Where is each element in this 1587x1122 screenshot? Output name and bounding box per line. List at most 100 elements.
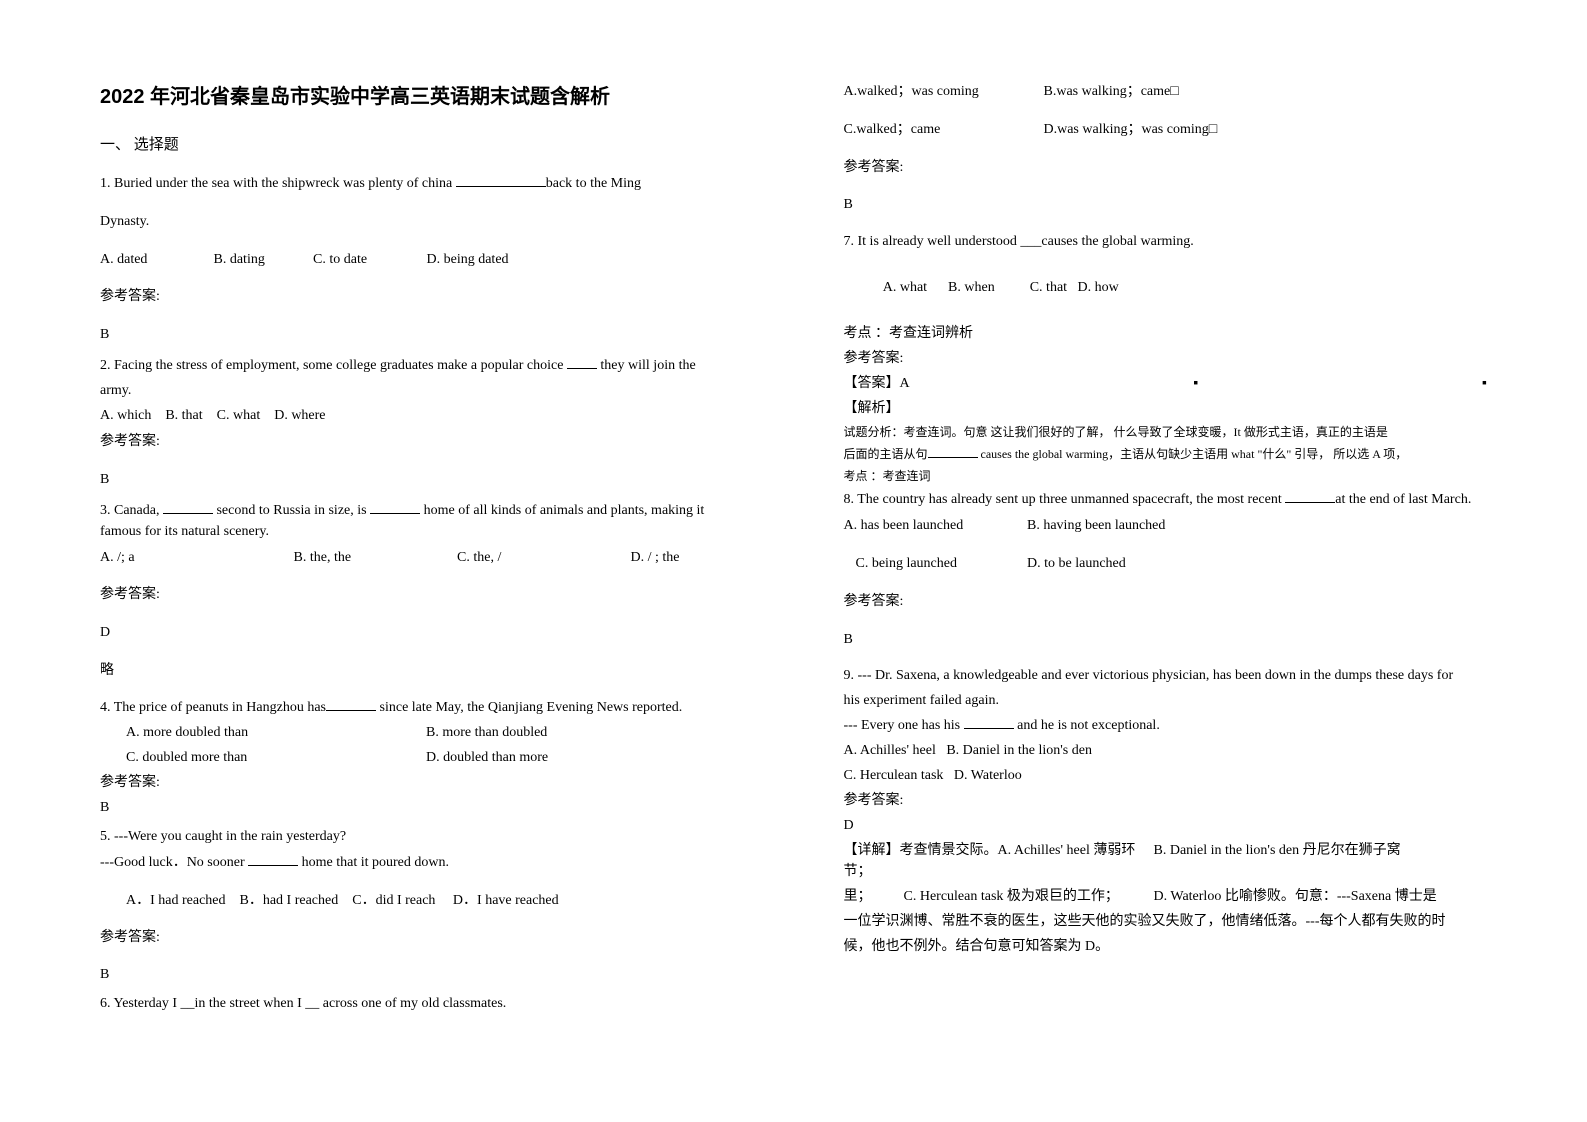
q7-ex2a: 后面的主语从句 (844, 447, 928, 461)
q1-opt-d: D. being dated (427, 248, 509, 272)
q9-answer: D (844, 815, 1488, 836)
q5-l2: ---Good luck．No sooner home that it pour… (100, 851, 744, 875)
q9-ex-l2b: C. Herculean task 极为艰巨的工作； (904, 886, 1154, 907)
q9-l3b: and he is not exceptional. (1014, 718, 1160, 733)
q8-opts-row1: A. has been launched B. having been laun… (844, 514, 1488, 538)
blank (928, 446, 978, 458)
q4-opt-b: B. more than doubled (426, 722, 547, 743)
q3-stem-b: second to Russia in size, is (213, 503, 370, 518)
q2-stem-c: army. (100, 380, 744, 401)
answer-label: 参考答案: (100, 285, 744, 309)
q3-options: A. /; a B. the, the C. the, / D. / ; the (100, 546, 744, 570)
q1-stem-b: back to the Ming (546, 176, 641, 191)
q2-stem-b: they will join the (597, 358, 696, 373)
blank (1285, 489, 1335, 503)
q9-ex-l2a: 里； (844, 886, 904, 907)
box-icon: □ (1209, 122, 1217, 137)
blank (567, 355, 597, 369)
q9-l3: --- Every one has his and he is not exce… (844, 715, 1488, 736)
q6-opt-d: D.was walking；was coming□ (1044, 118, 1218, 142)
q2-stem: 2. Facing the stress of employment, some… (100, 355, 744, 376)
answer-label: 参考答案: (844, 790, 1488, 811)
q6-opts-row1: A.walked；was coming B.was walking；came□ (844, 80, 1488, 104)
q4-stem-b: since late May, the Qianjiang Evening Ne… (376, 700, 682, 715)
q8-opt-b: B. having been launched (1027, 518, 1165, 533)
q3-stem: 3. Canada, second to Russia in size, is … (100, 500, 744, 542)
q6-opt-b: B.was walking；came□ (1044, 80, 1179, 104)
answer-label: 参考答案: (100, 583, 744, 607)
q3-opt-b: B. the, the (294, 546, 454, 570)
answer-label: 参考答案: (844, 348, 1488, 369)
q4-stem: 4. The price of peanuts in Hangzhou has … (100, 697, 744, 718)
q6-opts-row2: C.walked；came D.was walking；was coming□ (844, 118, 1488, 142)
blank (163, 500, 213, 514)
answer-label: 参考答案: (100, 430, 744, 454)
q4-answer: B (100, 797, 744, 818)
blank (964, 715, 1014, 729)
answer-label: 参考答案: (100, 772, 744, 793)
q1-options: A. dated B. dating C. to date D. being d… (100, 248, 744, 272)
q7-ans-label: 【答案】 (844, 376, 900, 391)
answer-label: 参考答案: (100, 926, 744, 950)
left-column: 2022 年河北省秦皇岛市实验中学高三英语期末试题含解析 一、 选择题 1. B… (50, 80, 794, 1082)
q8-stem-a: 8. The country has already sent up three… (844, 492, 1286, 507)
q7-opts-text: A. what B. when C. that D. how (883, 280, 1119, 295)
q8-opt-d: D. to be launched (1027, 556, 1126, 571)
q1-answer: B (100, 323, 744, 347)
q9-opts-a: A. Achilles' heel B. Daniel in the lion'… (844, 740, 1488, 761)
q6-answer: B (844, 193, 1488, 217)
q5-l2b: home that it poured down. (298, 855, 449, 870)
q4-opts-row1: A. more doubled than B. more than double… (100, 722, 744, 743)
q1-stem: 1. Buried under the sea with the shipwre… (100, 172, 744, 196)
q8-opts-row2: C. being launched D. to be launched (844, 552, 1488, 576)
box-icon: □ (1170, 84, 1178, 99)
q8-opt-c: C. being launched (856, 552, 1024, 576)
q2-stem-a: 2. Facing the stress of employment, some… (100, 358, 567, 373)
q6-opt-c: C.walked；came (844, 118, 1044, 142)
q9-ex-l1: 【详解】考查情景交际。A. Achilles' heel 薄弱环节； B. Da… (844, 840, 1488, 882)
q3-stem-a: 3. Canada, (100, 503, 163, 518)
q7-kd: 考点 ：考查连词 (844, 467, 1488, 485)
q3-answer: D (100, 621, 744, 645)
blank (370, 500, 420, 514)
right-column: A.walked；was coming B.was walking；came□ … (794, 80, 1538, 1082)
q1-stem-c: Dynasty. (100, 210, 744, 234)
q4-opts-row2: C. doubled more than D. doubled than mor… (100, 747, 744, 768)
answer-label: 参考答案: (844, 156, 1488, 180)
dot-icon: ▪ (1193, 373, 1198, 394)
q7-options: A. what B. when C. that D. how (844, 256, 1488, 319)
q8-stem: 8. The country has already sent up three… (844, 489, 1488, 510)
blank (456, 173, 546, 187)
q7-answer: A (900, 376, 910, 391)
q7-ex2b: causes the global warming，主语从句缺少主语用 what… (978, 447, 1408, 461)
section-1-heading: 一、 选择题 (100, 133, 744, 154)
q5-options: A．I had reached B．had I reached C．did I … (100, 889, 744, 913)
q7-answer-line: 【答案】A ▪ ▪ (844, 373, 1488, 394)
q9-l3a: --- Every one has his (844, 718, 964, 733)
q1-opt-a: A. dated (100, 248, 210, 272)
q9-l2: his experiment failed again. (844, 690, 1488, 711)
blank (248, 852, 298, 866)
q2-answer: B (100, 468, 744, 492)
q1-stem-a: 1. Buried under the sea with the shipwre… (100, 176, 456, 191)
q4-opt-d: D. doubled than more (426, 747, 548, 768)
q3-opt-d: D. / ; the (631, 546, 680, 570)
q9-opts-b: C. Herculean task D. Waterloo (844, 765, 1488, 786)
q9-ex-l3: 一位学识渊博、常胜不衰的医生，这些天他的实验又失败了，他情绪低落。---每个人都… (844, 911, 1488, 932)
q7-answer-wrap: 【答案】A (844, 373, 910, 394)
dot-icon: ▪ (1482, 373, 1487, 394)
q8-answer: B (844, 628, 1488, 652)
q8-opt-a: A. has been launched (844, 514, 1024, 538)
q5-answer: B (100, 964, 744, 985)
q7-stem: 7. It is already well understood ___caus… (844, 231, 1488, 252)
q1-opt-b: B. dating (214, 248, 310, 272)
q6-opt-a: A.walked；was coming (844, 80, 1044, 104)
q9-ex-l2: 里； C. Herculean task 极为艰巨的工作； D. Waterlo… (844, 886, 1488, 907)
doc-title: 2022 年河北省秦皇岛市实验中学高三英语期末试题含解析 (100, 80, 744, 109)
q4-opt-a: A. more doubled than (126, 722, 426, 743)
q9-ex-l4: 候，他也不例外。结合句意可知答案为 D。 (844, 936, 1488, 957)
blank (326, 697, 376, 711)
q9-l1: 9. --- Dr. Saxena, a knowledgeable and e… (844, 665, 1488, 686)
q4-stem-a: 4. The price of peanuts in Hangzhou has (100, 700, 326, 715)
q5-l1: 5. ---Were you caught in the rain yester… (100, 826, 744, 847)
